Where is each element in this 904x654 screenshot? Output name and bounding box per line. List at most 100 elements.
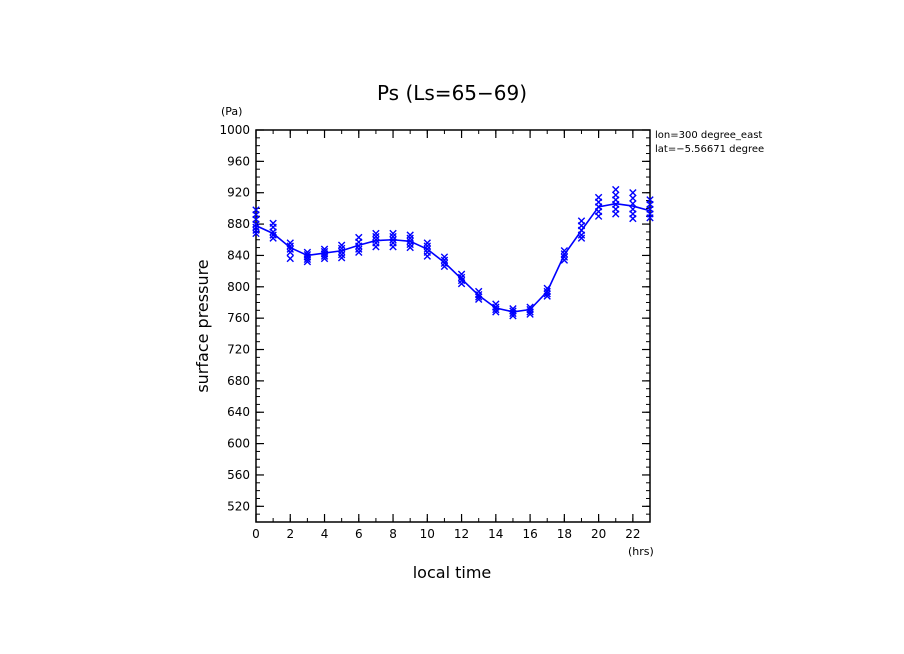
- data-point: [286, 248, 294, 256]
- y-tick-label: 920: [227, 186, 250, 200]
- data-point: [475, 295, 483, 304]
- data-point: [475, 293, 483, 301]
- data-point: [492, 300, 500, 308]
- marker-stroke: [423, 245, 431, 253]
- marker-stroke: [355, 242, 363, 250]
- marker-stroke: [269, 228, 277, 236]
- data-point: [252, 226, 260, 235]
- data-point: [303, 258, 312, 266]
- marker-stroke: [337, 244, 346, 253]
- data-point: [440, 262, 449, 271]
- marker-stroke: [492, 308, 500, 316]
- x-tick-label: 10: [420, 527, 435, 541]
- data-point: [543, 292, 551, 300]
- marker-stroke: [423, 252, 431, 260]
- x-tick-label: 12: [454, 527, 469, 541]
- marker-stroke: [526, 310, 534, 318]
- marker-stroke: [629, 194, 637, 202]
- y-tick-label: 880: [227, 217, 250, 231]
- marker-stroke: [629, 200, 637, 208]
- marker-stroke: [269, 234, 277, 242]
- data-point: [320, 252, 329, 260]
- y-tick-label: 600: [227, 437, 250, 451]
- marker-stroke: [355, 248, 363, 256]
- data-point: [543, 290, 551, 298]
- data-point: [269, 231, 277, 239]
- data-point: [372, 236, 380, 244]
- y-axis-label: surface pressure: [193, 259, 212, 392]
- data-point: [337, 247, 346, 256]
- data-point: [457, 276, 466, 285]
- data-point: [406, 231, 414, 239]
- data-point: [355, 242, 363, 250]
- marker-stroke: [389, 236, 397, 244]
- marker-stroke: [560, 256, 569, 264]
- data-point: [406, 240, 414, 249]
- data-point: [440, 256, 449, 264]
- marker-stroke: [355, 245, 363, 253]
- x-tick-label: 18: [557, 527, 572, 541]
- x-tick-label: 2: [286, 527, 294, 541]
- x-tick-label: 14: [488, 527, 503, 541]
- marker-stroke: [492, 305, 500, 314]
- y-tick-label: 720: [227, 343, 250, 357]
- marker-stroke: [303, 255, 312, 264]
- data-point: [509, 309, 517, 318]
- y-axis-unit: (Pa): [221, 105, 242, 118]
- marker-stroke: [560, 250, 569, 258]
- chart-title: Ps (Ls=65−69): [377, 81, 527, 105]
- x-tick-label: 0: [252, 527, 260, 541]
- data-point: [492, 308, 500, 316]
- marker-stroke: [629, 189, 637, 197]
- data-point: [337, 250, 346, 259]
- data-point: [577, 234, 586, 242]
- marker-stroke: [286, 245, 294, 253]
- data-point: [286, 245, 294, 253]
- y-tick-label: 560: [227, 468, 250, 482]
- data-point: [337, 244, 346, 253]
- data-point: [457, 270, 466, 278]
- x-axis-label: local time: [413, 563, 492, 582]
- marker-stroke: [286, 254, 294, 263]
- data-point: [577, 231, 586, 239]
- data-point: [612, 210, 620, 218]
- marker-stroke: [475, 287, 483, 296]
- data-point: [252, 220, 260, 228]
- marker-stroke: [320, 254, 329, 263]
- data-point: [457, 279, 466, 288]
- data-point: [475, 287, 483, 296]
- marker-stroke: [372, 236, 380, 244]
- data-point: [440, 259, 449, 267]
- marker-stroke: [406, 237, 414, 246]
- marker-stroke: [457, 270, 466, 278]
- marker-stroke: [286, 242, 294, 250]
- data-point: [560, 256, 569, 264]
- data-point: [560, 253, 569, 261]
- axes: [255, 129, 651, 523]
- marker-stroke: [252, 220, 260, 228]
- x-tick-label: 4: [321, 527, 329, 541]
- data-point: [423, 242, 431, 250]
- y-tick-label: 1000: [219, 123, 250, 137]
- data-point: [629, 189, 637, 197]
- y-tick-label: 680: [227, 374, 250, 388]
- marker-stroke: [389, 232, 397, 241]
- data-point: [269, 228, 277, 236]
- marker-stroke: [337, 241, 346, 249]
- marker-stroke: [286, 239, 294, 247]
- x-tick-label: 6: [355, 527, 363, 541]
- marker-stroke: [492, 300, 500, 308]
- data-point: [543, 284, 551, 293]
- marker-stroke: [440, 262, 449, 271]
- marker-stroke: [389, 229, 397, 238]
- data-point: [355, 245, 363, 253]
- data-point: [389, 229, 397, 238]
- data-point: [423, 239, 431, 247]
- data-point: [286, 242, 294, 250]
- data-point: [612, 185, 620, 194]
- data-point: [423, 245, 431, 253]
- data-point: [457, 273, 466, 282]
- y-tick-label: 840: [227, 248, 250, 262]
- tick-labels: 0 2 4 6 8 10 12 14 16 18 20 22 520 560 600 640 680 720 760…: [219, 123, 640, 541]
